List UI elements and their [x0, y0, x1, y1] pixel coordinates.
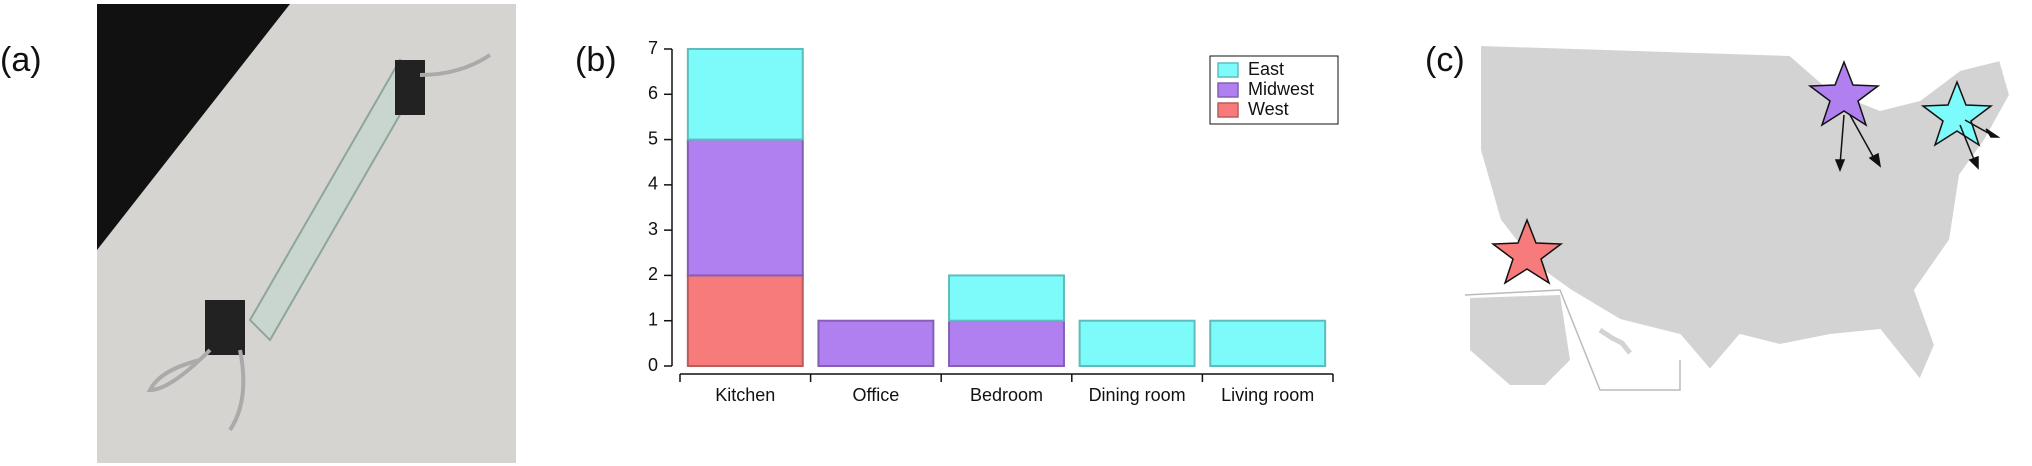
x-tick-label: Office	[853, 385, 900, 405]
y-tick-label: 4	[648, 174, 658, 194]
bar-segment	[817, 319, 935, 368]
chart: 0 1 2 3 4 5 6 7 Kitchen Office Bedroom Dining room L…	[648, 38, 1339, 405]
x-tick-label: Kitchen	[715, 385, 775, 405]
y-tick-label: 3	[648, 219, 658, 239]
bar-segment	[686, 274, 804, 367]
panel-label: (b)	[575, 41, 617, 79]
legend-label: Midwest	[1248, 79, 1314, 99]
bar-segment	[1209, 319, 1327, 368]
x-tick-label: Bedroom	[970, 385, 1043, 405]
y-tick-label: 2	[648, 264, 658, 284]
y-tick-label: 5	[648, 128, 658, 148]
legend-label: West	[1248, 99, 1289, 119]
bar-segment	[686, 48, 804, 141]
x-tick-label: Living room	[1221, 385, 1314, 405]
legend-swatch	[1217, 102, 1239, 118]
panel-label: (a)	[0, 41, 42, 79]
legend-swatch	[1217, 62, 1239, 78]
bar-segment	[1078, 319, 1196, 368]
bar-segment	[948, 319, 1065, 368]
bar-segment	[948, 274, 1065, 322]
legend-swatch	[1217, 82, 1239, 98]
legend-label: East	[1248, 59, 1284, 79]
y-tick-label: 6	[648, 83, 658, 103]
map	[1464, 43, 2012, 391]
x-tick-label: Dining room	[1089, 385, 1186, 405]
y-tick-label: 0	[648, 355, 658, 375]
photo	[97, 4, 516, 463]
bar-segment	[686, 138, 804, 277]
y-tick-label: 1	[648, 309, 658, 329]
y-tick-label: 7	[648, 38, 658, 58]
panel-label: (c)	[1425, 41, 1465, 79]
